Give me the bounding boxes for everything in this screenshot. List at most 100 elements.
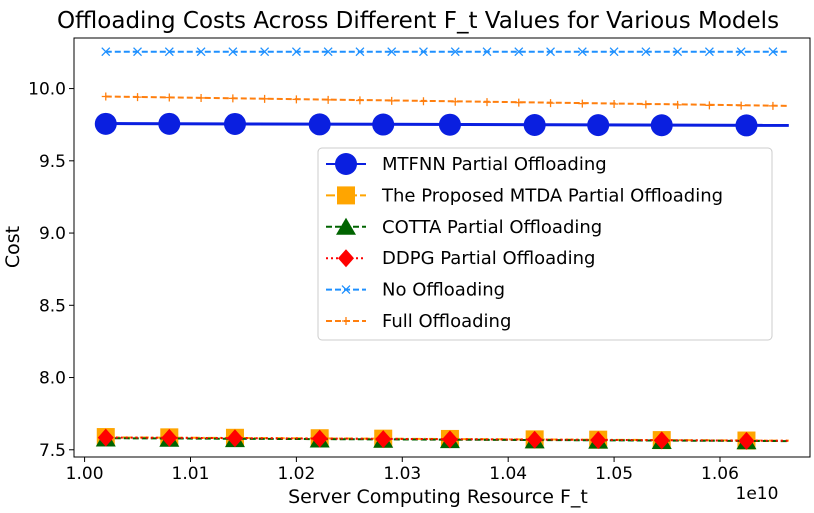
data-point bbox=[311, 429, 328, 448]
data-point bbox=[197, 93, 206, 102]
data-point bbox=[641, 47, 651, 57]
data-point bbox=[308, 113, 331, 136]
x-tick-label: 1.02 bbox=[277, 464, 315, 484]
series-line bbox=[105, 437, 789, 443]
data-point bbox=[736, 47, 746, 57]
legend-marker bbox=[338, 249, 354, 268]
y-tick-label: 9.0 bbox=[39, 224, 66, 244]
data-point bbox=[355, 47, 365, 57]
chart-title: Offloading Costs Across Different F_t Va… bbox=[57, 8, 779, 34]
legend-label: DDPG Partial Offloading bbox=[382, 248, 595, 269]
x-tick-label: 1.00 bbox=[66, 464, 104, 484]
data-point bbox=[768, 47, 778, 57]
y-tick-label: 8.5 bbox=[39, 296, 66, 316]
data-point bbox=[737, 101, 746, 110]
data-point bbox=[158, 112, 181, 135]
legend-marker bbox=[336, 217, 356, 235]
data-point bbox=[223, 112, 246, 135]
legend-marker bbox=[335, 153, 357, 175]
data-point bbox=[673, 47, 683, 57]
data-point bbox=[526, 430, 543, 449]
plot-area: 1.00 1.01 1.02 1.03 1.04 1.05 1.06 7.5 8.0 8.5 9.0… bbox=[28, 37, 811, 484]
data-point bbox=[291, 47, 301, 57]
legend-label: No Offloading bbox=[382, 280, 505, 301]
data-point bbox=[161, 428, 178, 447]
data-point bbox=[165, 93, 174, 102]
data-point bbox=[451, 97, 460, 106]
y-axis-label: Cost bbox=[2, 226, 24, 268]
series-3 bbox=[97, 428, 789, 450]
legend-marker bbox=[341, 285, 351, 295]
legend-label: Full Offloading bbox=[382, 311, 511, 332]
data-point bbox=[609, 47, 619, 57]
data-point bbox=[546, 99, 555, 108]
data-point bbox=[705, 101, 714, 110]
data-point bbox=[260, 94, 269, 103]
data-point bbox=[578, 99, 587, 108]
data-point bbox=[673, 100, 682, 109]
data-point bbox=[768, 101, 777, 110]
data-point bbox=[228, 94, 237, 103]
data-point bbox=[587, 114, 610, 137]
data-point bbox=[523, 113, 546, 136]
data-point bbox=[101, 92, 110, 101]
x-tick-label: 1.04 bbox=[489, 464, 527, 484]
x-axis-label: Server Computing Resource F_t bbox=[288, 486, 588, 508]
x-axis-offset-text: 1e10 bbox=[736, 484, 779, 504]
series-line bbox=[105, 95, 789, 107]
data-point bbox=[483, 98, 492, 107]
data-point bbox=[97, 428, 114, 447]
legend-label: COTTA Partial Offloading bbox=[382, 217, 602, 238]
data-point bbox=[704, 47, 714, 57]
data-point bbox=[590, 431, 607, 450]
legend-label: The Proposed MTDA Partial Offloading bbox=[381, 185, 723, 206]
data-point bbox=[196, 47, 206, 57]
data-point bbox=[441, 430, 458, 449]
x-tick-label: 1.01 bbox=[172, 464, 210, 484]
data-point bbox=[375, 430, 392, 449]
data-point bbox=[514, 47, 524, 57]
legend: MTFNN Partial Offloading The Proposed MTD… bbox=[317, 147, 773, 341]
data-point bbox=[226, 429, 243, 448]
data-point bbox=[324, 95, 333, 104]
y-tick-label: 9.5 bbox=[39, 152, 66, 172]
data-point bbox=[133, 47, 142, 57]
series-4 bbox=[101, 47, 789, 57]
data-point bbox=[546, 47, 556, 57]
series-5 bbox=[101, 92, 789, 110]
data-point bbox=[610, 100, 619, 109]
data-point bbox=[641, 100, 650, 109]
data-point bbox=[292, 95, 301, 104]
data-point bbox=[738, 431, 755, 450]
plot-frame bbox=[73, 37, 811, 458]
data-point bbox=[372, 113, 395, 136]
data-point bbox=[260, 47, 270, 57]
x-tick-label: 1.05 bbox=[595, 464, 633, 484]
x-tick-label: 1.03 bbox=[383, 464, 421, 484]
y-tick-label: 8.0 bbox=[39, 369, 66, 389]
data-point bbox=[387, 47, 397, 57]
y-tick-label: 7.5 bbox=[39, 441, 66, 461]
y-tick-label: 10.0 bbox=[28, 80, 66, 100]
data-point bbox=[650, 114, 673, 137]
data-point bbox=[164, 47, 174, 57]
series-0 bbox=[94, 112, 789, 137]
data-point bbox=[323, 47, 333, 57]
data-point bbox=[438, 113, 461, 136]
data-point bbox=[419, 97, 428, 106]
data-point bbox=[514, 98, 523, 107]
legend-marker bbox=[337, 186, 355, 205]
data-point bbox=[228, 47, 238, 57]
data-point bbox=[387, 96, 396, 105]
legend-box bbox=[317, 147, 773, 341]
data-point bbox=[735, 114, 758, 137]
data-point bbox=[101, 47, 111, 57]
x-tick-label: 1.06 bbox=[701, 464, 739, 484]
data-point bbox=[653, 431, 670, 450]
data-point bbox=[133, 93, 142, 102]
legend-marker bbox=[342, 317, 350, 325]
legend-label: MTFNN Partial Offloading bbox=[382, 154, 607, 175]
data-point bbox=[577, 47, 587, 57]
data-point bbox=[94, 112, 117, 135]
